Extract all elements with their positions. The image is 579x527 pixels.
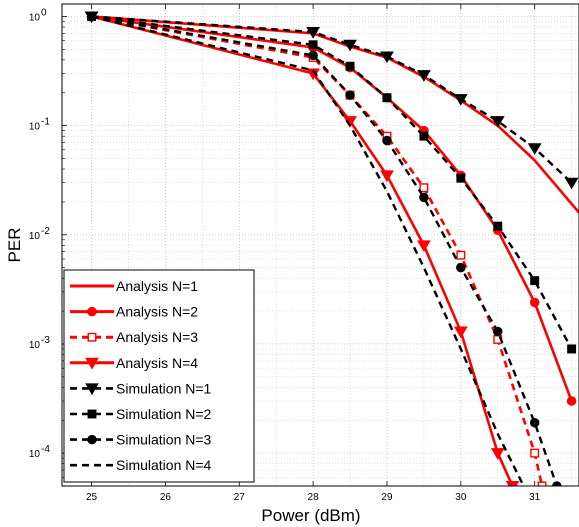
data-point	[530, 276, 540, 286]
y-tick-label: 10	[29, 122, 41, 133]
data-point	[453, 326, 468, 339]
y-tick-exponent: -2	[41, 226, 50, 237]
data-point	[537, 481, 547, 486]
x-tick-label: 25	[86, 492, 98, 503]
data-point	[552, 481, 562, 486]
data-point	[345, 90, 355, 100]
x-tick-label: 28	[308, 492, 320, 503]
data-point	[380, 170, 394, 183]
y-tick-label: 10	[29, 12, 41, 23]
legend-label: Simulation N=4	[116, 457, 212, 473]
x-tick-label: 29	[381, 492, 393, 503]
legend-item: Simulation N=1	[70, 380, 212, 396]
data-point	[87, 409, 97, 419]
series-simulation-n-4	[91, 15, 525, 486]
data-point	[453, 94, 468, 106]
data-point	[85, 357, 99, 370]
data-point	[306, 27, 320, 39]
plot-frame	[61, 3, 579, 487]
data-point	[564, 177, 579, 190]
x-tick-label: 30	[455, 492, 467, 503]
legend-label: Analysis N=4	[116, 355, 198, 371]
data-point	[493, 221, 503, 231]
legend-item: Analysis N=4	[70, 355, 198, 371]
x-axis-label: Power (dBm)	[261, 506, 360, 525]
x-tick-label: 26	[160, 492, 172, 503]
data-point	[87, 434, 97, 445]
data-point	[530, 448, 540, 458]
plot-area	[84, 11, 579, 486]
data-point	[308, 50, 318, 61]
data-point	[419, 183, 429, 193]
data-point	[527, 143, 542, 155]
data-point	[382, 135, 392, 146]
legend-item: Analysis N=3	[70, 329, 198, 345]
data-point	[345, 61, 355, 71]
data-point	[87, 306, 97, 317]
data-point	[529, 297, 540, 308]
series-line	[91, 15, 558, 486]
legend-label: Analysis N=2	[116, 304, 198, 320]
data-point	[417, 70, 431, 82]
data-point	[456, 262, 466, 273]
data-point	[493, 326, 503, 337]
legend-label: Analysis N=1	[116, 278, 198, 294]
data-point	[456, 173, 466, 183]
data-point	[490, 116, 505, 128]
legend-label: Analysis N=3	[116, 329, 198, 345]
y-tick-exponent: -4	[41, 444, 50, 455]
y-axis-label: PER	[5, 228, 24, 263]
series-line	[91, 15, 525, 486]
y-tick-exponent: -1	[41, 117, 50, 128]
data-point	[308, 40, 318, 50]
y-tick-label: 10	[29, 231, 41, 242]
legend-item: Simulation N=3	[70, 432, 212, 448]
legend-label: Simulation N=1	[116, 380, 212, 396]
legend-label: Simulation N=3	[116, 432, 212, 448]
legend-item: Simulation N=4	[70, 457, 212, 473]
data-point	[419, 192, 429, 203]
data-point	[87, 332, 97, 342]
y-tick-exponent: 0	[41, 7, 47, 18]
legend-box	[63, 269, 255, 483]
y-tick-exponent: -3	[41, 335, 50, 346]
data-point	[490, 448, 505, 460]
data-point	[382, 93, 392, 103]
data-point	[566, 396, 577, 406]
data-point	[343, 39, 357, 52]
x-tick-label: 31	[529, 492, 541, 503]
series-line	[91, 15, 573, 350]
grid	[62, 4, 579, 487]
data-point	[567, 344, 577, 354]
data-point	[456, 250, 466, 260]
legend-item: Simulation N=2	[70, 406, 212, 422]
legend-item: Analysis N=1	[70, 278, 198, 294]
legend-item: Analysis N=2	[70, 304, 198, 320]
data-point	[505, 481, 520, 486]
y-tick-label: 10	[29, 449, 41, 460]
data-point	[380, 51, 394, 64]
data-point	[419, 131, 429, 141]
legend: Analysis N=1 Analysis N=2 Analysis N=3 Anal…	[63, 269, 255, 483]
legend-label: Simulation N=2	[116, 406, 212, 422]
x-tick-label: 27	[234, 492, 246, 503]
y-tick-label: 10	[29, 340, 41, 351]
data-point	[529, 417, 540, 428]
data-point	[417, 240, 431, 253]
data-point	[85, 383, 99, 396]
